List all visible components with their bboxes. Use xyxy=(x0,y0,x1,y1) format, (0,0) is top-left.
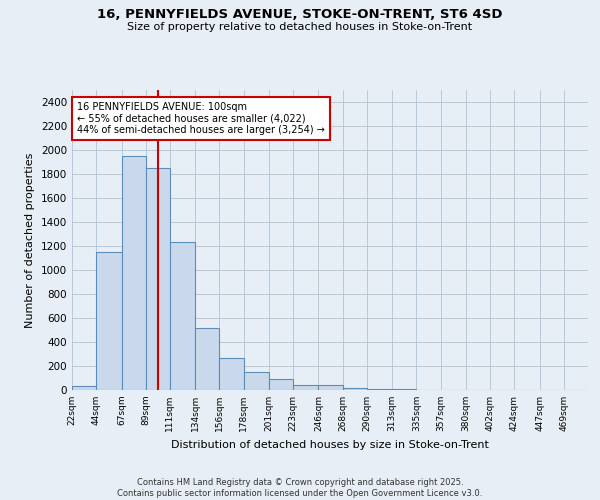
Bar xyxy=(269,379,293,390)
Y-axis label: Number of detached properties: Number of detached properties xyxy=(25,152,35,328)
Bar xyxy=(220,358,244,390)
X-axis label: Distribution of detached houses by size in Stoke-on-Trent: Distribution of detached houses by size … xyxy=(171,440,489,450)
Bar xyxy=(122,156,146,390)
Text: Contains HM Land Registry data © Crown copyright and database right 2025.
Contai: Contains HM Land Registry data © Crown c… xyxy=(118,478,482,498)
Bar xyxy=(72,386,96,390)
Text: 16 PENNYFIELDS AVENUE: 100sqm
← 55% of detached houses are smaller (4,022)
44% o: 16 PENNYFIELDS AVENUE: 100sqm ← 55% of d… xyxy=(77,102,325,135)
Bar xyxy=(343,388,367,390)
Text: Size of property relative to detached houses in Stoke-on-Trent: Size of property relative to detached ho… xyxy=(127,22,473,32)
Bar xyxy=(244,372,269,390)
Text: 16, PENNYFIELDS AVENUE, STOKE-ON-TRENT, ST6 4SD: 16, PENNYFIELDS AVENUE, STOKE-ON-TRENT, … xyxy=(97,8,503,20)
Bar xyxy=(319,385,343,390)
Bar xyxy=(293,384,319,390)
Bar xyxy=(170,242,195,390)
Bar xyxy=(146,168,170,390)
Bar xyxy=(96,252,122,390)
Bar xyxy=(367,389,392,390)
Bar xyxy=(195,328,220,390)
